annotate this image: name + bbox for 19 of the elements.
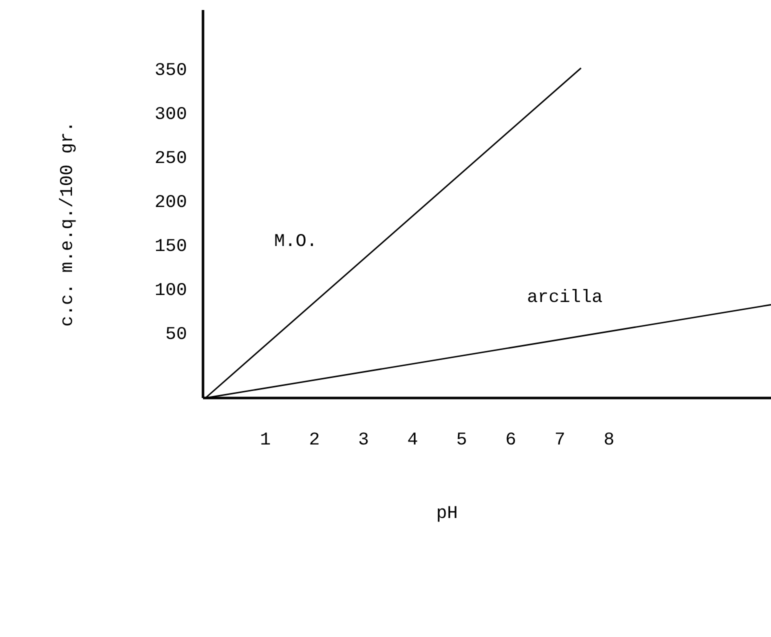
x-tick-label: 6: [505, 430, 516, 450]
y-tick-label: 300: [154, 105, 187, 126]
x-tick-label: 4: [407, 430, 418, 450]
y-tick-label: 250: [154, 149, 187, 170]
y-tick-label: 200: [154, 193, 187, 214]
x-tick-label: 2: [309, 430, 320, 450]
x-tick-label: 3: [358, 430, 369, 450]
y-tick-label: 50: [165, 325, 187, 346]
x-tick-label: 8: [604, 430, 614, 450]
y-axis-title: c.c. m.e.q./100 gr.: [58, 121, 78, 327]
y-tick-label: 100: [154, 281, 187, 302]
x-tick-label: 7: [554, 430, 566, 450]
series-label: M.O.: [274, 232, 318, 252]
y-tick-label: 150: [154, 237, 187, 258]
y-tick-label: 350: [154, 61, 187, 82]
x-tick-label: 5: [456, 430, 468, 450]
series-label: arcilla: [526, 288, 603, 308]
x-tick-label: 1: [260, 430, 271, 450]
x-axis-title: pH: [436, 504, 458, 524]
